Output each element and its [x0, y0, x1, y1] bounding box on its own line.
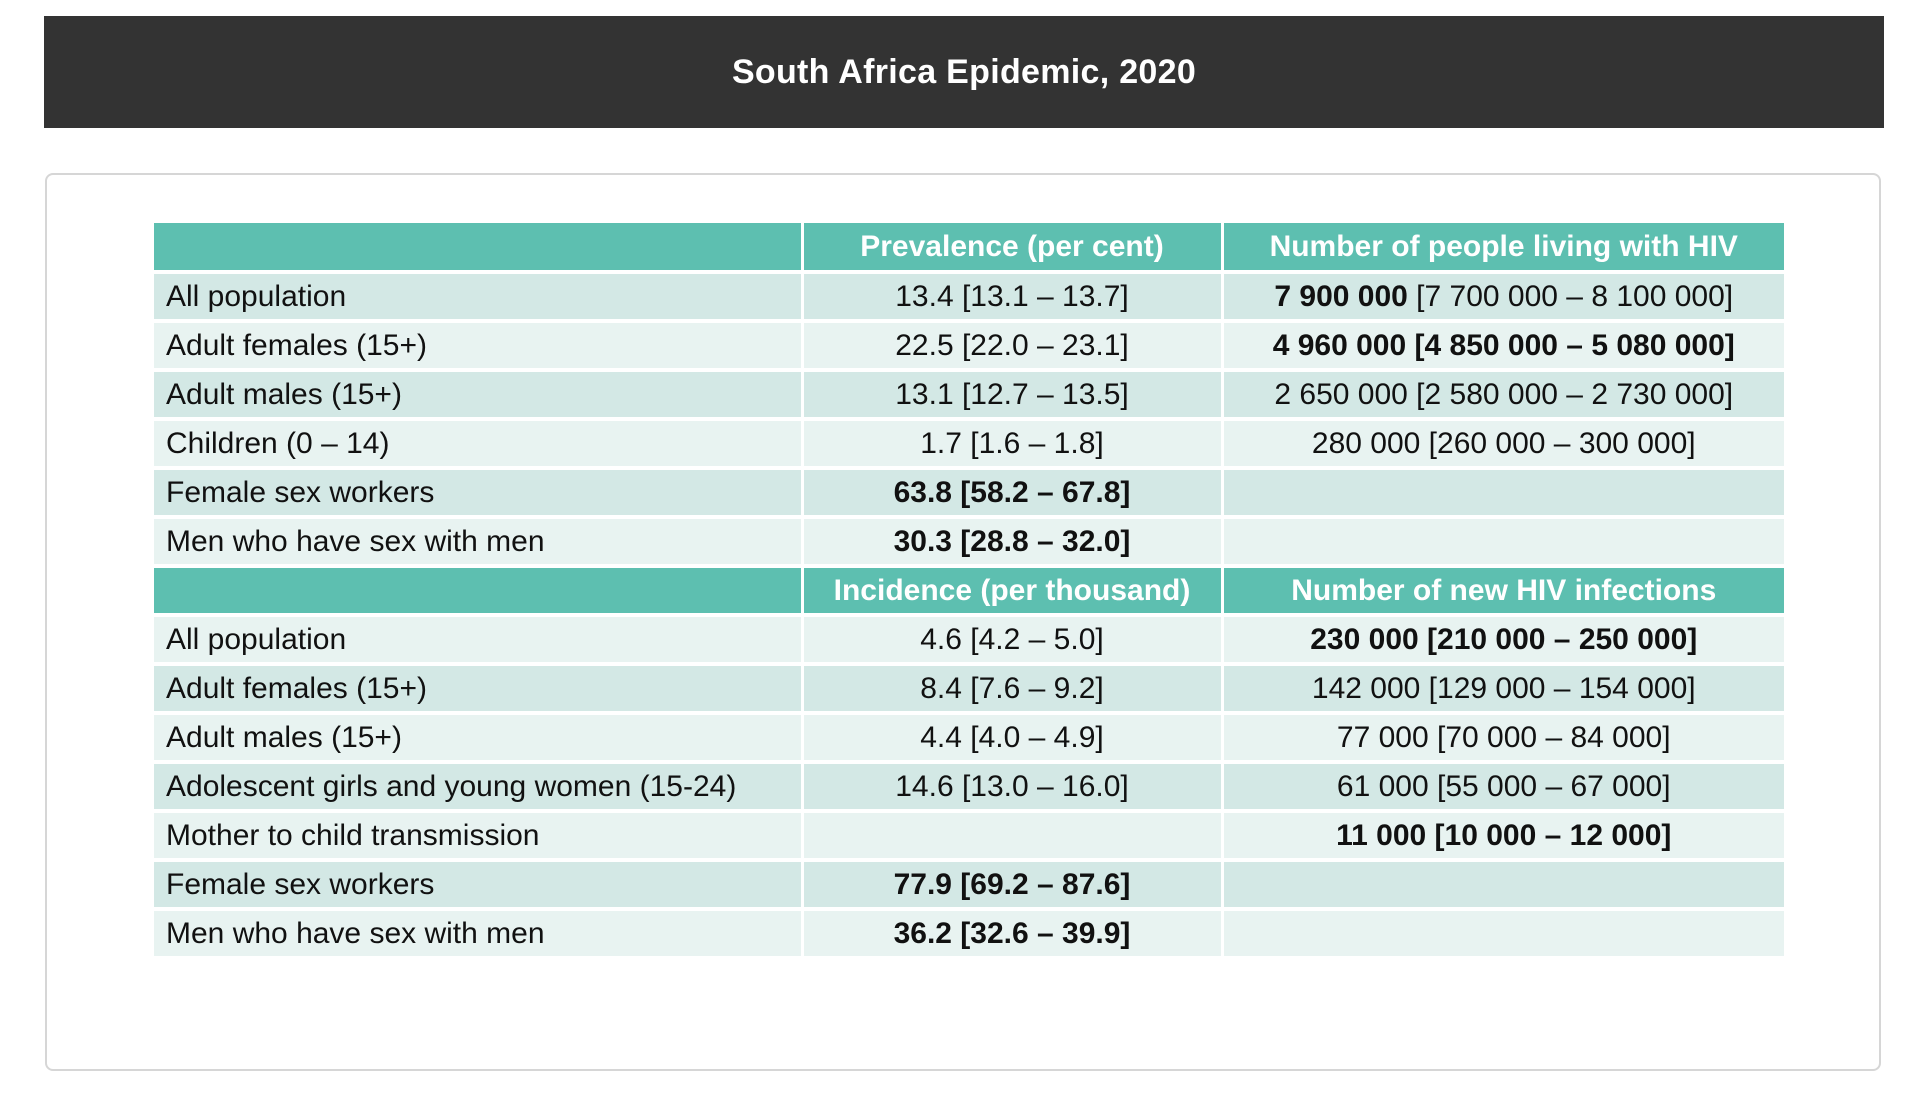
prevalence-value: 63.8 [58.2 – 67.8] [802, 468, 1224, 519]
table-row: All population 4.6 [4.2 – 5.0] 230 000 [… [154, 615, 1784, 666]
prevalence-value: 30.3 [28.8 – 32.0] [802, 517, 1224, 568]
table-row: Adult females (15+) 22.5 [22.0 – 23.1] 4… [154, 321, 1784, 372]
new-infections-value [1222, 860, 1784, 911]
row-label: Adolescent girls and young women (15-24) [154, 762, 804, 813]
plhiv-value: 4 960 000 [4 850 000 – 5 080 000] [1222, 321, 1784, 372]
new-infections-value: 142 000 [129 000 – 154 000] [1222, 664, 1784, 715]
prevalence-value: 22.5 [22.0 – 23.1] [802, 321, 1224, 372]
new-infections-value: 77 000 [70 000 – 84 000] [1222, 713, 1784, 764]
table-row: Adult females (15+) 8.4 [7.6 – 9.2] 142 … [154, 664, 1784, 715]
header-incidence: Incidence (per thousand) [802, 566, 1224, 617]
plhiv-value: 2 650 000 [2 580 000 – 2 730 000] [1222, 370, 1784, 421]
plhiv-value: 280 000 [260 000 – 300 000] [1222, 419, 1784, 470]
plhiv-value [1222, 468, 1784, 519]
row-label: Children (0 – 14) [154, 419, 804, 470]
table-row: Female sex workers 77.9 [69.2 – 87.6] [154, 860, 1784, 911]
table-row: Female sex workers 63.8 [58.2 – 67.8] [154, 468, 1784, 519]
table-header-row: Incidence (per thousand) Number of new H… [154, 566, 1784, 617]
new-infections-value: 61 000 [55 000 – 67 000] [1222, 762, 1784, 813]
new-infections-value: 230 000 [210 000 – 250 000] [1222, 615, 1784, 666]
incidence-value [802, 811, 1224, 862]
incidence-value: 4.6 [4.2 – 5.0] [802, 615, 1224, 666]
plhiv-value-range: 2 650 000 [2 580 000 – 2 730 000] [1274, 377, 1734, 411]
header-prevalence: Prevalence (per cent) [802, 223, 1224, 274]
table-row: Adult males (15+) 13.1 [12.7 – 13.5] 2 6… [154, 370, 1784, 421]
row-label: Adult males (15+) [154, 370, 804, 421]
incidence-value: 8.4 [7.6 – 9.2] [802, 664, 1224, 715]
new-infections-value [1222, 909, 1784, 960]
epidemic-table: Prevalence (per cent) Number of people l… [154, 223, 1784, 960]
table-row: Adult males (15+) 4.4 [4.0 – 4.9] 77 000… [154, 713, 1784, 764]
table-header-row: Prevalence (per cent) Number of people l… [154, 223, 1784, 274]
row-label: Adult females (15+) [154, 664, 804, 715]
page-title: South Africa Epidemic, 2020 [44, 16, 1884, 128]
row-label: Mother to child transmission [154, 811, 804, 862]
header-new-infections: Number of new HIV infections [1222, 566, 1784, 617]
table-row: All population 13.4 [13.1 – 13.7] 7 900 … [154, 272, 1784, 323]
header-blank [154, 566, 804, 617]
incidence-value: 4.4 [4.0 – 4.9] [802, 713, 1224, 764]
header-people-living-with-hiv: Number of people living with HIV [1222, 223, 1784, 274]
incidence-value: 77.9 [69.2 – 87.6] [802, 860, 1224, 911]
row-label: Adult males (15+) [154, 713, 804, 764]
plhiv-value-range: [7 700 000 – 8 100 000] [1407, 279, 1734, 313]
incidence-value: 14.6 [13.0 – 16.0] [802, 762, 1224, 813]
table-row: Men who have sex with men 30.3 [28.8 – 3… [154, 517, 1784, 568]
plhiv-value-range: 280 000 [260 000 – 300 000] [1311, 426, 1696, 460]
plhiv-value-bold: 7 900 000 [1274, 279, 1408, 313]
incidence-value: 36.2 [32.6 – 39.9] [802, 909, 1224, 960]
new-infections-value: 11 000 [10 000 – 12 000] [1222, 811, 1784, 862]
row-label: Female sex workers [154, 468, 804, 519]
table-row: Adolescent girls and young women (15-24)… [154, 762, 1784, 813]
plhiv-value: 7 900 000 [7 700 000 – 8 100 000] [1222, 272, 1784, 323]
row-label: All population [154, 272, 804, 323]
table-row: Men who have sex with men 36.2 [32.6 – 3… [154, 909, 1784, 960]
plhiv-value-bold: 4 960 000 [4 850 000 – 5 080 000] [1272, 328, 1735, 362]
prevalence-value: 13.1 [12.7 – 13.5] [802, 370, 1224, 421]
row-label: Female sex workers [154, 860, 804, 911]
prevalence-value: 1.7 [1.6 – 1.8] [802, 419, 1224, 470]
row-label: All population [154, 615, 804, 666]
row-label: Adult females (15+) [154, 321, 804, 372]
row-label: Men who have sex with men [154, 517, 804, 568]
row-label: Men who have sex with men [154, 909, 804, 960]
plhiv-value [1222, 517, 1784, 568]
header-blank [154, 223, 804, 274]
table-card: Prevalence (per cent) Number of people l… [45, 173, 1881, 1071]
table-row: Children (0 – 14) 1.7 [1.6 – 1.8] 280 00… [154, 419, 1784, 470]
table-row: Mother to child transmission 11 000 [10 … [154, 811, 1784, 862]
prevalence-value: 13.4 [13.1 – 13.7] [802, 272, 1224, 323]
